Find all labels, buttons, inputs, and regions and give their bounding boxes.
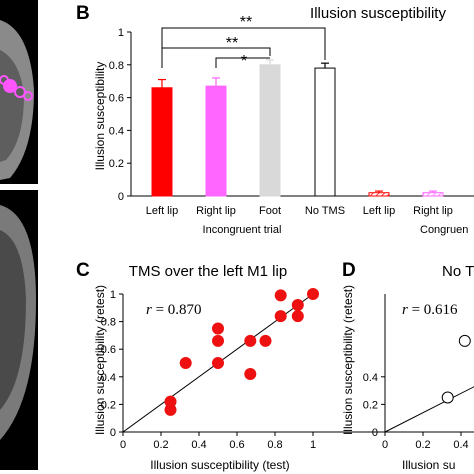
chart-c-y-axis-label: Illusion susceptibility (retest): [93, 285, 107, 435]
category-label: Left lip: [363, 205, 395, 217]
y-tick-label: 0.6: [101, 344, 116, 356]
group-label-incongruent: Incongruent trial: [203, 224, 282, 236]
y-tick-label: 0.4: [363, 372, 378, 384]
data-point: [179, 357, 192, 369]
scatter-panel-d: No T Illusion susceptibility (retest) Il…: [341, 263, 474, 472]
data-point: [244, 368, 257, 381]
category-label: Right lip: [196, 205, 236, 217]
panel-letter-d: D: [342, 260, 356, 281]
chart-b-y-tick-label: 0.8: [109, 60, 124, 72]
x-tick-label: 0: [382, 439, 388, 451]
chart-d-y-axis-label: Illusion susceptibility (retest): [341, 285, 355, 435]
panel-letter-c: C: [76, 260, 90, 281]
chart-c-plot: 000.20.20.40.40.60.60.80.811: [101, 288, 474, 451]
chart-b-y-tick-label: 0.6: [109, 93, 124, 105]
bar: [422, 192, 444, 197]
data-point: [212, 357, 224, 369]
x-tick-label: 0: [120, 439, 126, 451]
bar: [151, 87, 173, 197]
bar: [314, 67, 336, 197]
data-point: [291, 299, 304, 312]
y-tick-label: 0: [110, 427, 116, 439]
mri-image-panel: [0, 0, 38, 470]
y-tick-label: 0.4: [101, 372, 116, 384]
chart-b-y-tick-label: 0.4: [109, 125, 124, 137]
chart-b-bars: [151, 59, 444, 197]
significance-bracket: [161, 27, 326, 68]
significance-label: *: [241, 53, 247, 70]
x-tick-label: 0.8: [267, 439, 282, 451]
chart-b-y-tick-label: 0.2: [109, 158, 124, 170]
x-tick-label: 0.4: [453, 439, 468, 451]
y-tick-label: 0.2: [101, 399, 116, 411]
scatter-panel-c: TMS over the left M1 lip Illusion suscep…: [93, 263, 474, 472]
data-point: [164, 395, 177, 408]
chart-d-plot: 00 0.2 0.2 0.4 0.4: [363, 294, 474, 451]
x-tick-label: 0.2: [153, 439, 168, 451]
bar-chart-panel-b: Illusion susceptibility Illusion suscept…: [93, 5, 474, 236]
chart-b-category-labels: Left lip Right lip Foot No TMS Left lip Right…: [146, 205, 453, 217]
chart-c-r-annotation: r = 0.870: [146, 302, 202, 318]
mri-top-brain-inner: [0, 50, 24, 162]
y-tick-label: 0.8: [101, 317, 116, 329]
x-tick-label: 1: [310, 439, 316, 451]
x-tick-label: 0.4: [191, 439, 206, 451]
chart-b-significance: *****: [161, 14, 326, 70]
category-label: No TMS: [305, 205, 345, 217]
data-point: [441, 391, 454, 404]
chart-c-x-axis-label: Illusion susceptibility (test): [150, 458, 289, 472]
data-point: [212, 322, 224, 335]
tms-site-marker: [23, 91, 33, 101]
category-label: Right lip: [413, 205, 453, 217]
chart-d-title: No T: [442, 263, 474, 280]
significance-label: **: [226, 35, 238, 52]
bar: [205, 85, 227, 197]
mri-bottom-brain-inner: [0, 230, 26, 410]
chart-b-axes: 0 0.2 0.4 0.6 0.8 1: [109, 27, 474, 203]
bar: [259, 64, 281, 197]
x-tick-label: 0.2: [415, 439, 430, 451]
chart-c-title: TMS over the left M1 lip: [129, 263, 287, 280]
panel-letter-b: B: [76, 3, 90, 24]
chart-b-y-tick-label: 1: [118, 27, 124, 39]
y-tick-label: 1: [110, 289, 116, 301]
chart-d-x-axis-label: Illusion su: [402, 458, 455, 472]
data-point: [307, 288, 319, 300]
data-point: [244, 334, 257, 347]
chart-b-y-axis-label: Illusion susceptibility: [93, 62, 107, 171]
data-point: [212, 334, 224, 347]
category-label: Foot: [259, 205, 281, 217]
significance-label: **: [240, 14, 252, 31]
y-tick-label: 0: [372, 427, 378, 439]
chart-b-title: Illusion susceptibility: [310, 5, 446, 22]
category-label: Left lip: [146, 205, 178, 217]
group-label-congruent: Congruen: [420, 224, 468, 236]
bar: [368, 192, 390, 197]
data-point: [259, 334, 272, 347]
x-tick-label: 0.6: [229, 439, 244, 451]
tms-site-marker: [0, 75, 9, 85]
chart-d-r-annotation: r = 0.616: [402, 302, 458, 318]
data-point: [458, 334, 471, 347]
data-point: [274, 289, 287, 302]
y-tick-label: 0.2: [363, 399, 378, 411]
significance-bracket: [215, 57, 270, 68]
chart-b-y-tick-label: 0: [118, 191, 124, 203]
data-point: [291, 310, 304, 323]
regression-line: [384, 386, 474, 433]
data-point: [274, 310, 287, 323]
